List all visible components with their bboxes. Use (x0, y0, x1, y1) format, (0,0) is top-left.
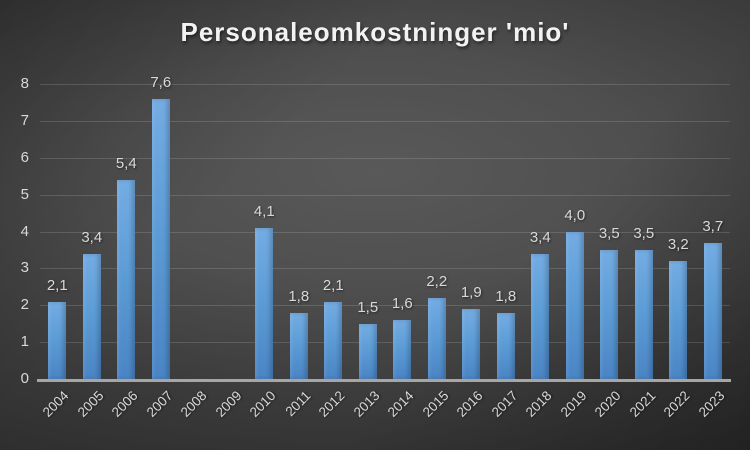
gridline (40, 194, 730, 196)
y-axis-tick-label: 7 (20, 111, 29, 129)
x-axis-tick-label: 2014 (385, 388, 417, 420)
x-axis-tick-label: 2008 (178, 388, 210, 420)
bar (600, 249, 619, 379)
data-label: 5,4 (115, 154, 137, 172)
y-axis-tick-label: 5 (20, 185, 29, 203)
x-axis-tick-label: 2009 (212, 388, 245, 420)
x-axis-tick-label: 2004 (40, 388, 72, 420)
gridline (40, 157, 730, 159)
bar (358, 323, 377, 379)
data-label: 3,5 (598, 224, 620, 242)
x-axis-tick-label: 2018 (523, 388, 555, 420)
bar (496, 312, 515, 379)
gridline (40, 268, 730, 270)
y-axis-tick-label: 3 (20, 259, 29, 277)
x-axis-tick-label: 2022 (661, 388, 693, 420)
gridline (40, 84, 730, 85)
y-axis-tick-label: 6 (20, 148, 29, 166)
bar (324, 301, 343, 379)
data-label: 7,6 (150, 73, 172, 91)
data-label: 3,2 (667, 236, 689, 253)
bar (427, 297, 446, 379)
y-axis-tick-label: 8 (20, 75, 29, 92)
bar (117, 179, 136, 379)
y-axis-tick-label: 0 (20, 370, 29, 387)
y-axis-tick-label: 4 (20, 222, 29, 240)
data-label: 4,1 (253, 202, 275, 220)
data-label: 2,2 (426, 272, 448, 290)
x-axis-tick-label: 2019 (557, 388, 590, 420)
x-axis-tick-label: 2023 (695, 388, 728, 420)
data-label: 3,4 (81, 228, 103, 246)
bar (48, 301, 67, 379)
data-label: 1,8 (288, 287, 310, 305)
data-label: 4,0 (564, 206, 586, 224)
data-label: 2,1 (46, 276, 68, 294)
data-label: 3,4 (529, 228, 551, 246)
x-axis-tick-label: 2011 (282, 388, 314, 420)
bar (669, 261, 688, 379)
y-axis-tick-label: 2 (20, 296, 29, 314)
x-axis-tick-label: 2013 (350, 388, 383, 420)
x-axis-tick-label: 2021 (626, 388, 659, 420)
x-axis-tick-label: 2007 (143, 388, 176, 420)
gridline (40, 231, 730, 233)
gridline (40, 305, 730, 307)
data-label: 1,8 (495, 287, 517, 305)
y-axis-tick-label: 1 (20, 333, 29, 351)
bar (82, 253, 101, 379)
data-label: 3,7 (702, 217, 724, 235)
bar (151, 98, 170, 379)
bar (565, 231, 584, 379)
bar (531, 253, 550, 379)
x-axis-tick-label: 2017 (488, 388, 521, 420)
data-label: 1,5 (357, 298, 379, 316)
bar (393, 320, 412, 379)
x-axis-tick-label: 2006 (109, 388, 141, 420)
gridline (40, 120, 730, 122)
bar (255, 227, 274, 379)
data-label: 1,6 (391, 295, 413, 312)
data-label: 2,1 (322, 276, 344, 294)
bar (634, 249, 653, 379)
x-axis-tick-label: 2010 (247, 388, 279, 420)
x-axis-tick-label: 2015 (419, 388, 452, 420)
bar (703, 242, 722, 379)
x-axis-tick-label: 2016 (454, 388, 486, 420)
data-label: 3,5 (633, 224, 655, 242)
data-label: 1,9 (460, 283, 482, 301)
gridline (40, 342, 730, 344)
bar (462, 308, 481, 379)
x-axis-tick-label: 2012 (316, 388, 348, 420)
x-axis-line (37, 379, 731, 382)
x-axis-tick-label: 2020 (592, 388, 624, 420)
chart-title: Personaleomkostninger 'mio' (180, 17, 570, 47)
bar (289, 312, 308, 379)
x-axis-tick-label: 2005 (74, 388, 107, 420)
